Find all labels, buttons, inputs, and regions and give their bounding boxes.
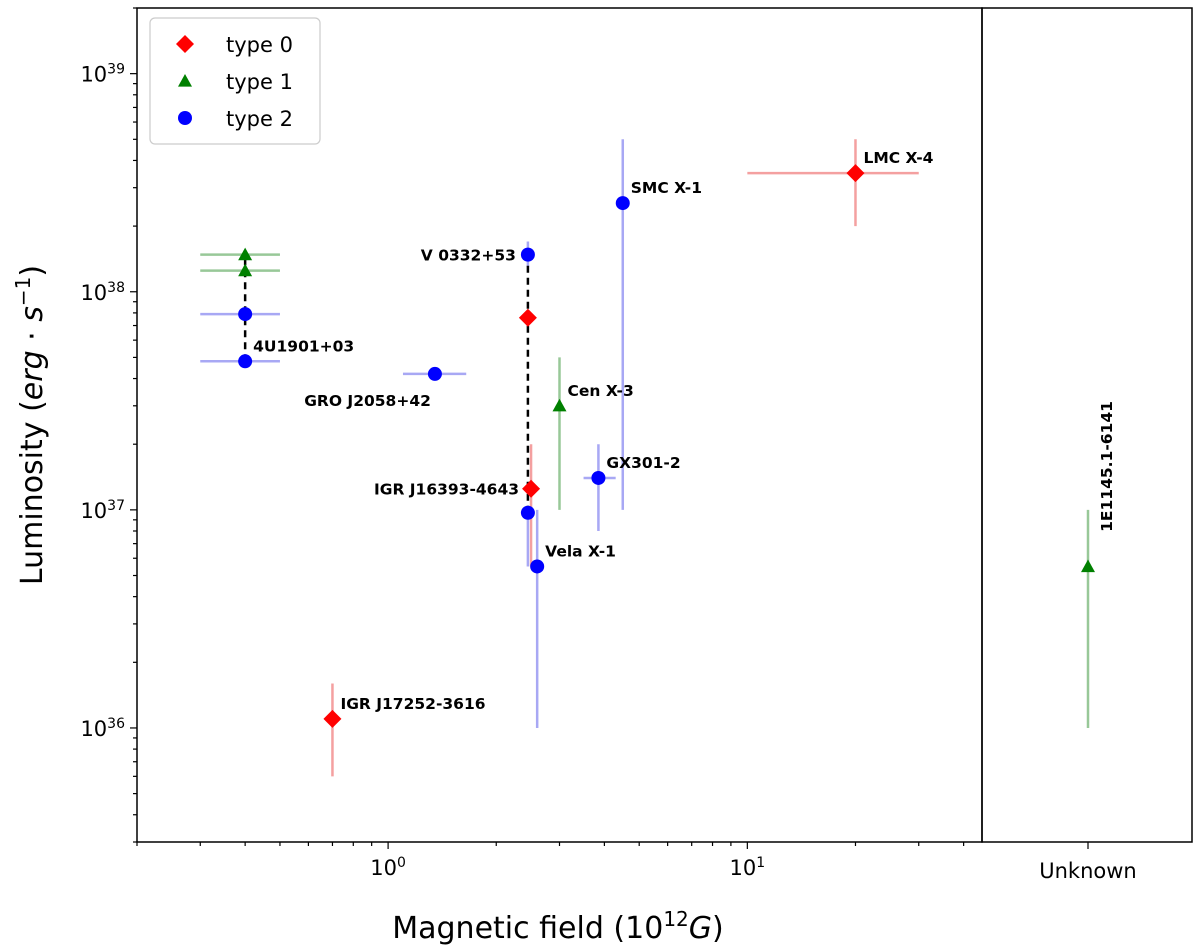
data-point-type-1	[1081, 559, 1095, 573]
data-point-type-2	[238, 354, 253, 369]
point-label: GRO J2058+42	[304, 392, 431, 410]
data-point-type-2	[591, 470, 606, 485]
legend-marker-type-1	[178, 74, 192, 87]
y-tick-label: 1037	[80, 498, 125, 523]
data-point-type-0	[518, 308, 537, 327]
legend-marker-type-2	[178, 111, 192, 125]
point-label: SMC X-1	[631, 179, 702, 197]
unknown-panel-frame	[981, 7, 1193, 843]
data-point-type-2	[530, 559, 545, 574]
markers-layer	[238, 164, 1095, 728]
data-point-type-0	[846, 164, 865, 183]
data-point-type-1	[552, 398, 567, 412]
unknown-tick-label: Unknown	[1039, 859, 1136, 883]
point-label: IGR J17252-3616	[340, 695, 485, 713]
data-point-type-2	[615, 196, 630, 211]
data-point-type-1	[238, 247, 253, 261]
data-point-type-2	[427, 366, 442, 381]
data-point-type-2	[520, 505, 535, 520]
y-tick-label: 1036	[80, 716, 125, 741]
y-tick-label: 1038	[80, 280, 125, 305]
data-point-type-2	[520, 247, 535, 262]
data-point-type-0	[522, 479, 541, 498]
point-label: LMC X-4	[863, 149, 933, 167]
x-tick-label: 100	[370, 855, 406, 880]
point-label: 1E1145.1-6141	[1098, 401, 1116, 532]
legend: type 0 type 1 type 2	[149, 17, 321, 145]
legend-label: type 1	[226, 70, 293, 94]
point-label: Cen X-3	[568, 382, 634, 400]
point-labels-layer: LMC X-4 SMC X-1 V 0332+53 4U1901+03 GRO J205…	[253, 149, 1116, 713]
point-label: Vela X-1	[545, 542, 616, 560]
legend-marker-type-0	[176, 35, 194, 53]
point-label: 4U1901+03	[253, 337, 354, 355]
x-tick-label: 101	[730, 855, 766, 880]
legend-box	[149, 17, 321, 145]
y-axis-label: Luminosity (erg · s−1)	[11, 265, 50, 585]
point-label: GX301-2	[606, 454, 680, 472]
point-label: V 0332+53	[421, 247, 516, 265]
axes-layer: 1036 1037 1038 1039 100 101 Unknown	[80, 7, 1193, 883]
data-point-type-0	[323, 709, 342, 728]
point-label: IGR J16393-4643	[374, 481, 519, 499]
data-point-type-2	[238, 307, 253, 322]
data-point-type-1	[238, 263, 253, 277]
legend-label: type 0	[226, 33, 293, 57]
legend-label: type 2	[226, 107, 293, 131]
y-tick-label: 1039	[80, 62, 125, 87]
